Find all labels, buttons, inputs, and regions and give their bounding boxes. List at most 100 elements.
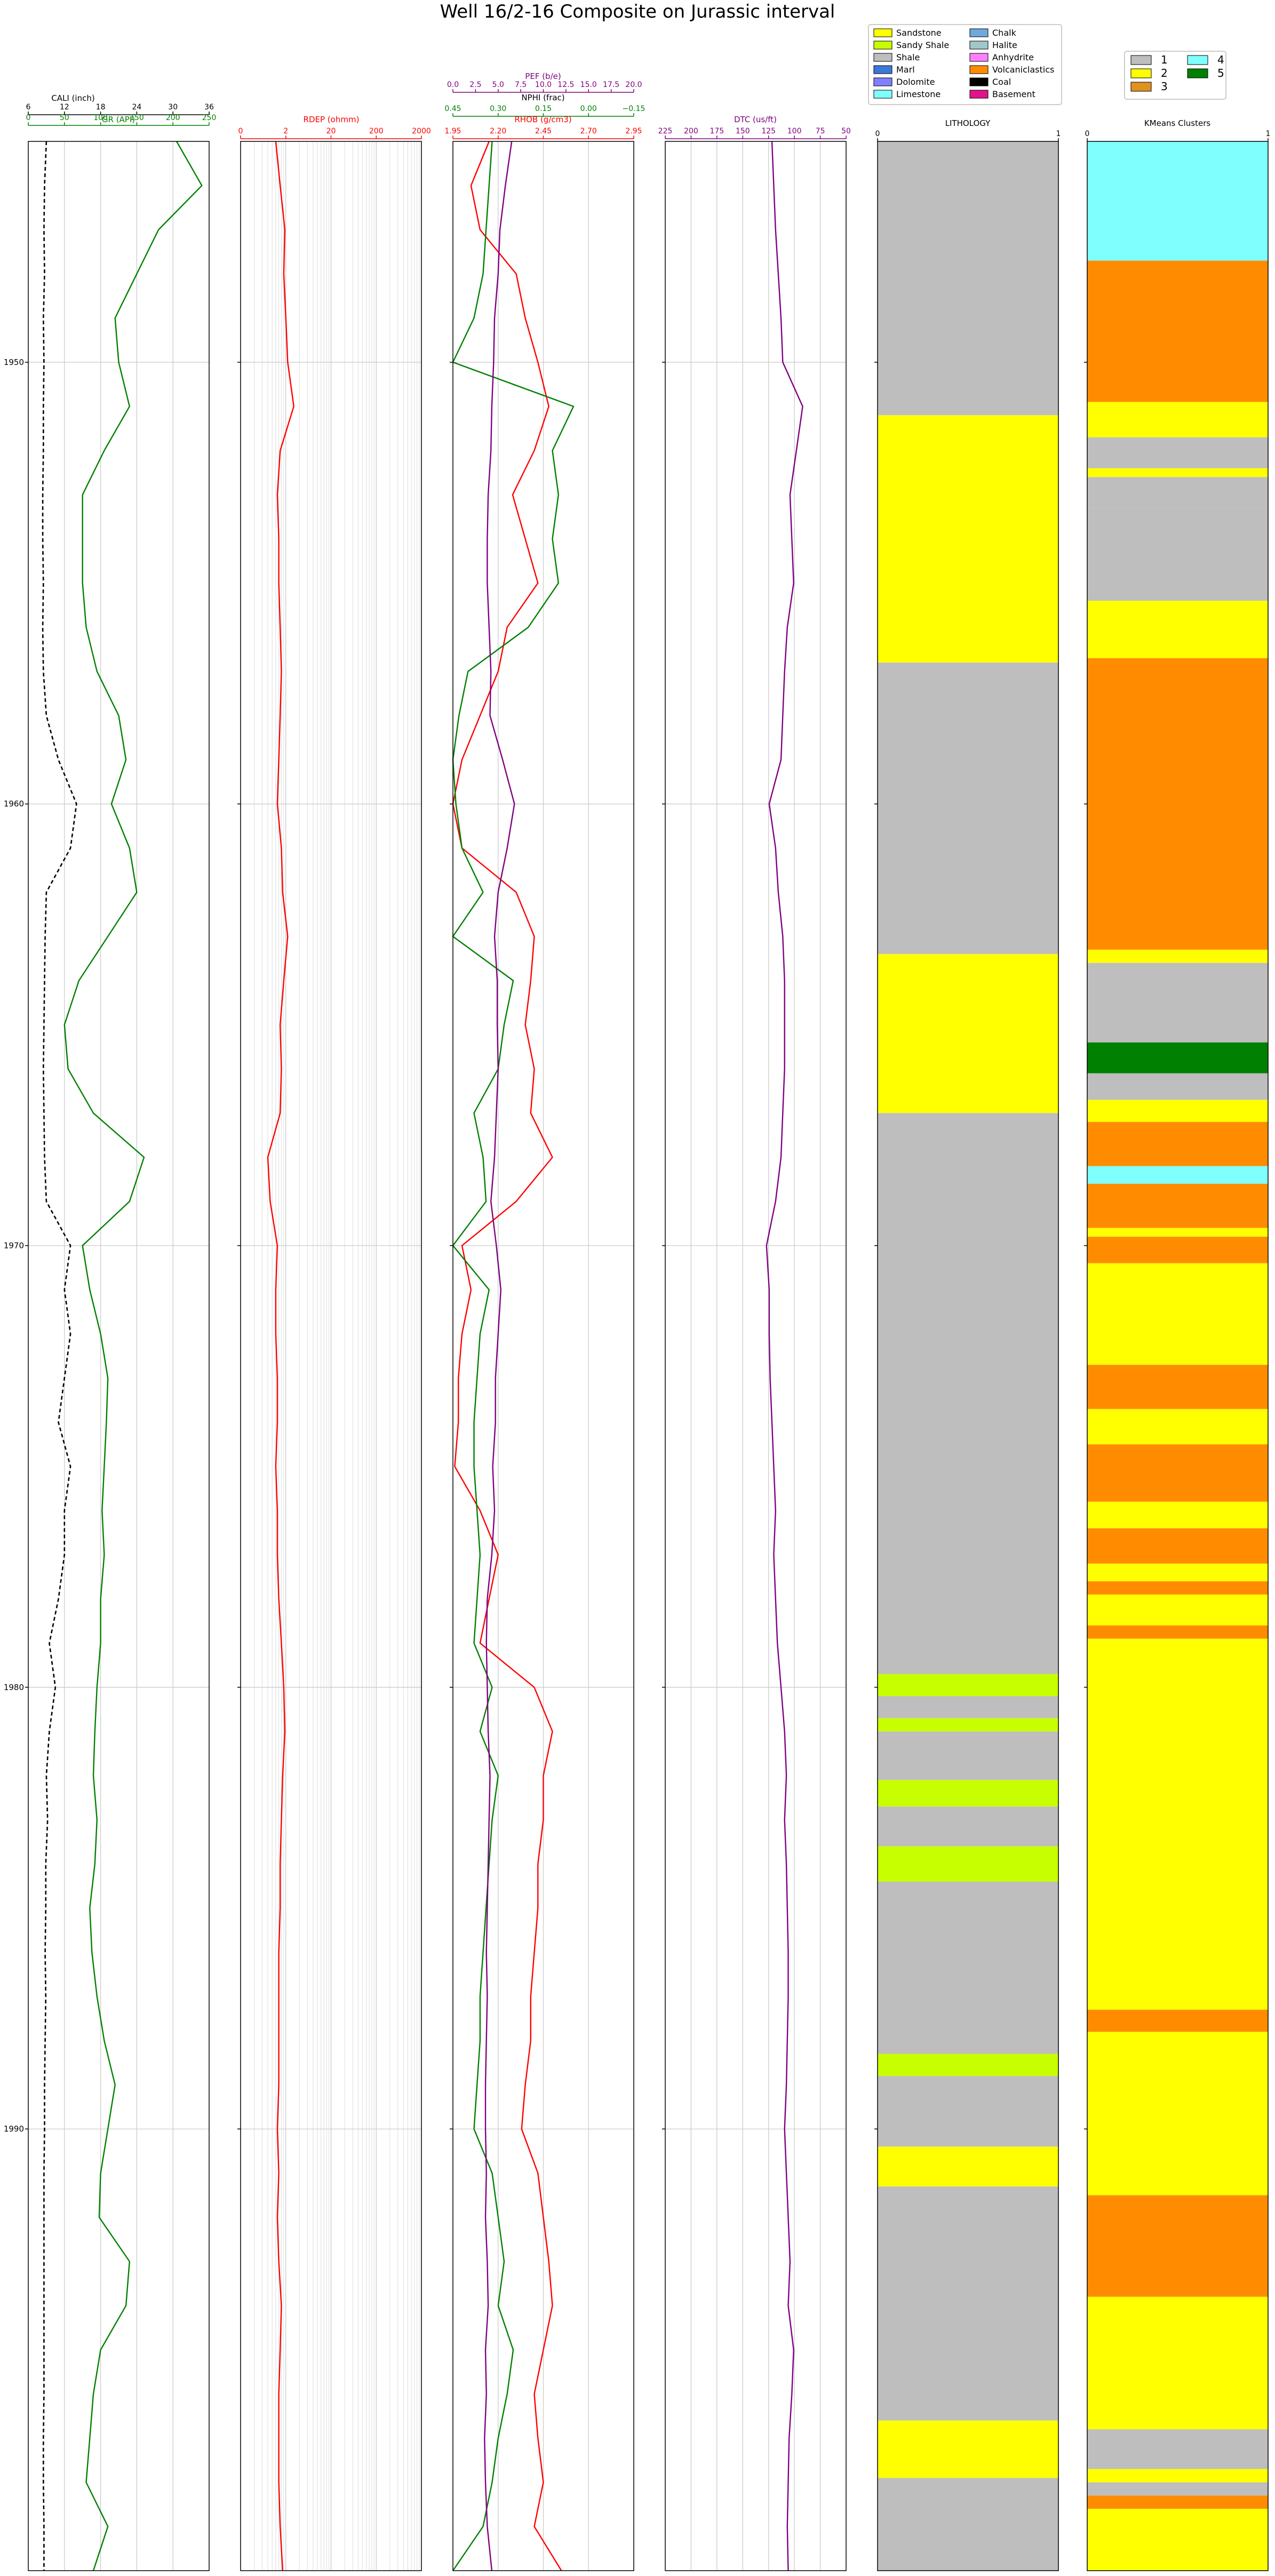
lithology-interval: [878, 2146, 1058, 2187]
lithology-legend-label: Anhydrite: [992, 52, 1034, 62]
cali-tick-label: 24: [132, 103, 141, 112]
lithology-legend-swatch: [969, 90, 989, 99]
cluster-legend-label: 4: [1217, 53, 1224, 66]
cluster-interval: [1087, 437, 1268, 468]
dtc-tick-label: 150: [736, 127, 750, 136]
cluster-interval: [1087, 1365, 1268, 1409]
dtc-header: DTC (us/ft) 225 200 175 150 125 100 75 50: [658, 115, 851, 139]
rdep-tick-label: 2: [283, 127, 288, 136]
lithology-legend-swatch: [873, 53, 892, 62]
lithology-track-title: LITHOLOGY: [945, 118, 991, 128]
cluster-interval: [1087, 2009, 1268, 2032]
gr-tick-label: 150: [130, 114, 144, 122]
rdep-header: RDEP (ohmm) 0 2 20 200 2000: [238, 115, 431, 139]
cali-curve: [42, 141, 77, 2571]
cluster-interval: [1087, 1042, 1268, 1074]
cluster-interval: [1087, 949, 1268, 963]
dtc-tick-label: 125: [761, 127, 776, 136]
lithology-legend-label: Shale: [896, 52, 920, 62]
lithology-legend-swatch: [969, 77, 989, 86]
dtc-tick-label: 175: [710, 127, 724, 136]
gr-cali-header: CALI (inch) 6 12 18 24 30 36 GR (API) 0 50 100 1…: [26, 93, 216, 126]
rhob-curve: [452, 141, 562, 2571]
cluster-interval: [1087, 508, 1268, 601]
lithology-legend-swatch: [969, 41, 989, 50]
nphi-tick-label: 0.00: [580, 105, 597, 113]
depth-tick-label: 1970: [4, 1241, 24, 1251]
cluster-interval: [1087, 2296, 1268, 2430]
dtc-tick-label: 200: [684, 127, 698, 136]
gr-tick-label: 100: [93, 114, 108, 122]
depth-axis: 1950 1960 1970 1980 1990: [4, 357, 1087, 2134]
clusters-track: [1087, 141, 1269, 2571]
cluster-interval: [1087, 2032, 1268, 2196]
cluster-interval: [1087, 600, 1268, 658]
cluster-interval: [1087, 1444, 1268, 1502]
rhob-tick-label: 2.95: [625, 127, 642, 136]
gr-tick-label: 50: [60, 114, 69, 122]
lithology-legend-swatch: [969, 53, 989, 62]
dtc-tick-label: 50: [841, 127, 851, 136]
cluster-interval: [1087, 141, 1268, 261]
dtc-curve: [766, 141, 803, 2571]
cali-tick-label: 12: [60, 103, 69, 112]
dtc-track: [665, 141, 847, 2571]
cali-tick-label: 6: [26, 103, 31, 112]
cali-axis-label: CALI (inch): [51, 93, 94, 103]
pef-curve: [484, 141, 515, 2571]
pef-tick-label: 15.0: [580, 81, 597, 89]
lithology-interval: [878, 954, 1058, 1114]
track-frame: [28, 141, 210, 2571]
cluster-interval: [1087, 1581, 1268, 1595]
lithology-interval: [878, 1731, 1058, 1780]
nphi-tick-label: 0.15: [535, 105, 552, 113]
cluster-interval: [1087, 2469, 1268, 2483]
cali-tick-label: 30: [168, 103, 178, 112]
cluster-interval: [1087, 2429, 1268, 2469]
rdep-axis-label: RDEP (ohmm): [304, 115, 360, 124]
track-frame: [877, 141, 1059, 2571]
lithology-legend-swatch: [873, 65, 892, 74]
dtc-tick-label: 100: [787, 127, 802, 136]
lithology-legend-swatch: [873, 77, 892, 86]
dtc-tick-label: 75: [816, 127, 825, 136]
cluster-interval: [1087, 1236, 1268, 1263]
cali-tick-label: 18: [96, 103, 106, 112]
track-frame: [240, 141, 422, 2571]
lithology-interval: [878, 1881, 1058, 2054]
rhob-tick-label: 2.45: [535, 127, 552, 136]
rdep-tick-label: 0: [238, 127, 243, 136]
pef-tick-label: 17.5: [603, 81, 619, 89]
cluster-interval: [1087, 2509, 1268, 2571]
lithology-legend-swatch: [969, 65, 989, 74]
cluster-interval: [1087, 963, 1268, 1043]
nphi-tick-label: 0.30: [490, 105, 506, 113]
cluster-interval: [1087, 1528, 1268, 1564]
nphi-curve: [452, 141, 575, 2571]
lithology-legend-label: Limestone: [896, 89, 941, 99]
rhob-axis-label: RHOB (g/cm3): [514, 115, 571, 124]
lithology-interval: [878, 2420, 1058, 2478]
dtc-tick-label: 225: [658, 127, 673, 136]
track-frame: [452, 141, 634, 2571]
lithology-interval: [878, 1674, 1058, 1696]
lithology-legend-swatch: [969, 28, 989, 37]
cluster-interval: [1087, 1228, 1268, 1237]
figure-title: Well 16/2-16 Composite on Jurassic inter…: [440, 1, 835, 22]
rdep-track: [240, 141, 422, 2571]
depth-tick-label: 1990: [4, 2124, 24, 2134]
cluster-interval: [1087, 1563, 1268, 1581]
lithology-legend-swatch: [873, 90, 892, 99]
depth-tick-label: 1960: [4, 799, 24, 809]
cluster-interval: [1087, 1625, 1268, 1639]
cluster-interval: [1087, 1263, 1268, 1365]
lithology-legend: Sandstone Sandy Shale Shale Marl Dolomite Lim…: [868, 24, 1062, 105]
cluster-legend-swatch: [1130, 82, 1152, 92]
lithology-interval: [878, 662, 1058, 955]
cali-tick-label: 36: [204, 103, 214, 112]
cluster-legend: 123 45: [1124, 51, 1226, 100]
lithology-legend-label: Chalk: [992, 28, 1017, 38]
rhob-tick-label: 2.70: [580, 127, 597, 136]
lithology-interval: [878, 1780, 1058, 1807]
